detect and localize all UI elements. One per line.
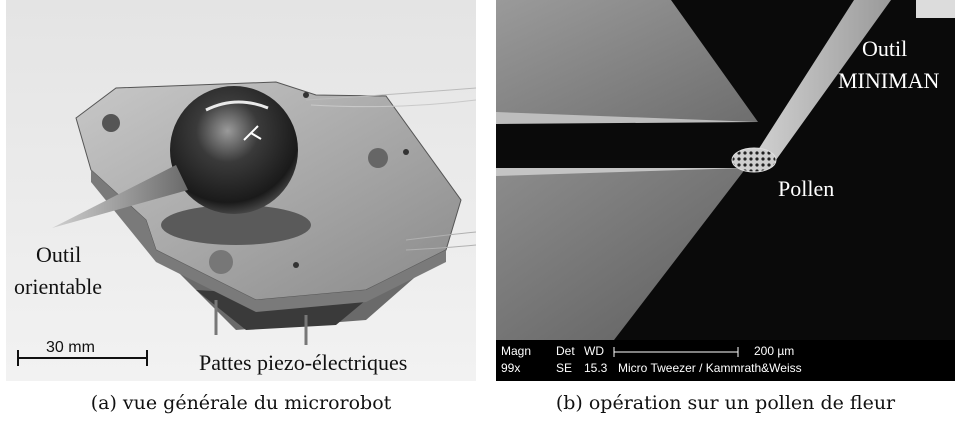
databar-instrument: Micro Tweezer / Kammrath&Weiss <box>618 361 802 375</box>
label-orientable: orientable <box>14 274 102 299</box>
label-miniman: MINIMAN <box>838 68 940 93</box>
microrobot-illustration: Outil orientable Pattes piezo-électrique… <box>6 0 476 381</box>
label-outil: Outil <box>36 242 81 267</box>
databar-det-label: Det <box>556 344 575 358</box>
databar-magn-label: Magn <box>501 344 531 358</box>
sem-illustration: Outil MINIMAN Pollen Magn Det WD 200 µm … <box>496 0 955 381</box>
databar-wd-label: WD <box>584 344 604 358</box>
caption-b: (b) opération sur un pollen de fleur <box>555 392 896 414</box>
databar-wd-value: 15.3 <box>584 361 608 375</box>
caption-a: (a) vue générale du microrobot <box>90 392 392 414</box>
databar-scale-label: 200 µm <box>754 344 794 358</box>
label-pattes: Pattes piezo-électriques <box>199 350 407 375</box>
scale-bar: 30 mm <box>17 339 148 366</box>
label-pollen: Pollen <box>778 176 834 201</box>
sem-databar: Magn Det WD 200 µm 99x SE 15.3 Micro Twe… <box>496 340 955 381</box>
label-outil-b: Outil <box>862 36 907 61</box>
photo-microrobot: Outil orientable Pattes piezo-électrique… <box>6 0 476 381</box>
sem-image-pollen: Outil MINIMAN Pollen Magn Det WD 200 µm … <box>496 0 955 381</box>
databar-magn-value: 99x <box>501 361 520 375</box>
databar-det-value: SE <box>556 361 572 375</box>
scale-bar-label: 30 mm <box>46 339 95 356</box>
